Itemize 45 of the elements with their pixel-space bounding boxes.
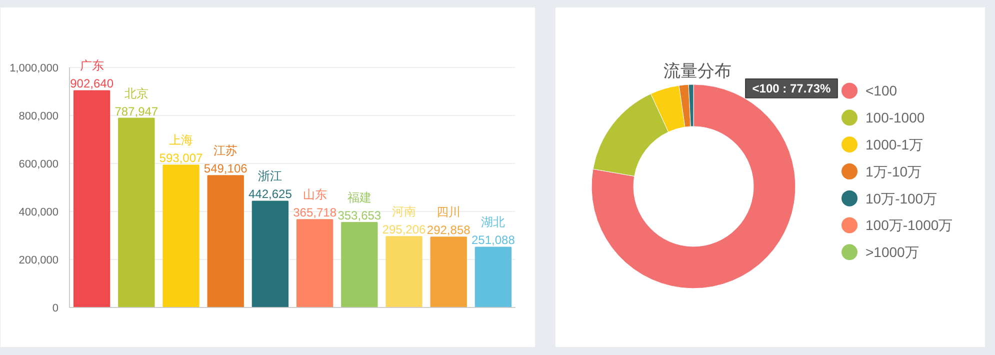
data-label: 295,206 xyxy=(382,222,426,237)
category-label: 浙江 xyxy=(258,169,282,184)
category-label: 山东 xyxy=(302,188,327,202)
bar xyxy=(118,118,155,308)
legend-label: 10万-100万 xyxy=(866,190,938,206)
bar xyxy=(252,200,289,308)
y-tick-label: 1,000,000 xyxy=(10,62,58,74)
data-label: 365,718 xyxy=(293,206,337,220)
legend-label: 1万-10万 xyxy=(866,163,922,180)
category-label: 河南 xyxy=(392,204,416,219)
text: <100 : 77.73% xyxy=(752,81,832,96)
bar xyxy=(386,236,422,308)
data-label: 292,858 xyxy=(426,223,471,238)
data-label: 902,640 xyxy=(70,76,114,91)
y-tick-label: 800,000 xyxy=(18,110,59,122)
bar xyxy=(430,236,467,308)
bar xyxy=(341,222,378,308)
legend-label: 100万-1000万 xyxy=(866,217,953,234)
data-label: 787,947 xyxy=(114,104,158,118)
legend-label: 1000-1万 xyxy=(866,136,924,153)
bar xyxy=(73,90,110,308)
data-label: 549,106 xyxy=(204,162,248,176)
y-tick-label: 400,000 xyxy=(18,206,59,218)
category-label: 广东 xyxy=(80,58,104,73)
legend-label: <100 xyxy=(866,82,898,99)
y-tick-label: 200,000 xyxy=(18,254,59,266)
category-label: 北京 xyxy=(124,86,148,100)
data-label: 353,653 xyxy=(338,208,382,223)
bar xyxy=(296,219,334,308)
category-label: 湖北 xyxy=(481,215,506,230)
y-tick-label: 600,000 xyxy=(18,158,59,170)
data-label: 593,007 xyxy=(159,151,204,166)
chart-title: 流量分布 xyxy=(664,61,732,80)
bar xyxy=(207,175,244,308)
category-label: 上海 xyxy=(169,133,193,148)
data-label: 251,088 xyxy=(472,233,516,248)
category-label: 四川 xyxy=(436,205,461,220)
category-label: 江苏 xyxy=(214,144,238,158)
y-tick-label: 0 xyxy=(52,302,59,314)
bar xyxy=(474,246,512,308)
legend-label: 100-1000 xyxy=(866,110,925,126)
bar xyxy=(162,164,200,308)
category-label: 福建 xyxy=(347,190,372,205)
data-label: 442,625 xyxy=(248,187,292,202)
legend-label: >1000万 xyxy=(866,244,919,260)
